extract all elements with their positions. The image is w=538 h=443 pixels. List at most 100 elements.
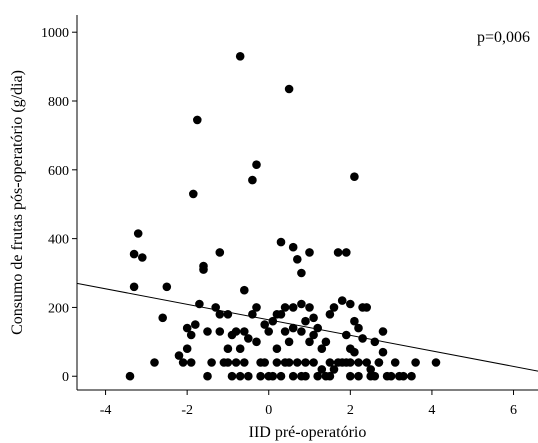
- data-point: [284, 337, 294, 347]
- axes: -4 -2 0 2 4 6 0 200 400 600 800 1000: [41, 15, 538, 418]
- regression-line-group: [76, 282, 538, 372]
- data-point: [333, 248, 343, 257]
- data-point: [252, 337, 261, 347]
- data-point: [329, 303, 339, 312]
- data-point: [333, 358, 343, 367]
- data-point: [219, 358, 229, 367]
- data-point: [150, 358, 159, 367]
- data-point: [293, 254, 302, 264]
- data-point: [297, 299, 306, 309]
- data-point: [411, 358, 420, 367]
- data-point: [305, 337, 314, 347]
- data-point: [264, 327, 274, 336]
- p-value-annotation: p=0,006: [477, 29, 530, 46]
- data-point: [235, 52, 245, 61]
- data-point: [346, 344, 355, 354]
- y-tick-label: 1000: [41, 26, 69, 41]
- data-point: [244, 371, 253, 381]
- data-point: [182, 344, 192, 354]
- data-point: [358, 334, 367, 343]
- data-point: [288, 303, 298, 312]
- data-point: [272, 358, 282, 367]
- x-tick-label: -4: [100, 403, 112, 418]
- data-point: [305, 303, 314, 312]
- data-point: [297, 371, 306, 381]
- data-point: [370, 371, 380, 381]
- data-point: [407, 371, 416, 381]
- data-point: [354, 358, 363, 367]
- data-point: [260, 358, 270, 367]
- data-point: [276, 371, 286, 381]
- data-point: [207, 358, 216, 367]
- data-point: [390, 358, 400, 367]
- y-tick-label: 400: [48, 233, 69, 248]
- data-point: [203, 327, 212, 336]
- data-point: [350, 172, 359, 181]
- y-axis-title: Consumo de frutas pós-operatório (g/dia): [9, 70, 26, 335]
- regression-line: [76, 282, 538, 372]
- data-point: [186, 330, 196, 340]
- data-point: [189, 189, 198, 199]
- data-point: [305, 248, 314, 257]
- data-point: [240, 327, 249, 336]
- data-point: [235, 371, 245, 381]
- data-point: [362, 358, 372, 367]
- x-axis-title: IID pré-operatório: [249, 424, 367, 441]
- x-tick-label: 4: [428, 403, 435, 418]
- data-point: [370, 337, 380, 347]
- data-point: [325, 310, 335, 319]
- data-point: [231, 358, 241, 367]
- data-point: [252, 160, 261, 169]
- data-point: [309, 330, 318, 340]
- data-point: [174, 351, 184, 360]
- data-point: [431, 358, 441, 367]
- data-point: [337, 296, 347, 305]
- data-point: [193, 115, 202, 125]
- y-tick-label: 0: [62, 370, 69, 385]
- data-point: [301, 316, 310, 326]
- data-point: [215, 327, 225, 336]
- data-point: [129, 282, 139, 292]
- data-point: [317, 344, 327, 354]
- data-point: [240, 285, 249, 295]
- data-point: [297, 268, 306, 278]
- data-point: [386, 371, 396, 381]
- data-point: [162, 282, 172, 292]
- data-point: [354, 371, 363, 381]
- data-point: [309, 358, 318, 367]
- data-point: [346, 371, 355, 381]
- data-point: [129, 249, 139, 259]
- data-point: [199, 261, 208, 271]
- data-point: [297, 327, 306, 336]
- data-point: [248, 175, 257, 185]
- data-point: [227, 371, 237, 381]
- data-point: [268, 316, 278, 326]
- data-point: [215, 248, 225, 257]
- data-point: [272, 344, 282, 354]
- y-tick-label: 600: [48, 164, 69, 179]
- x-tick-label: 6: [510, 403, 517, 418]
- data-point: [321, 337, 331, 347]
- data-point: [288, 371, 298, 381]
- data-point: [182, 323, 192, 333]
- data-point: [362, 303, 372, 312]
- data-points: [125, 52, 441, 381]
- data-point: [280, 358, 290, 367]
- data-point: [313, 323, 323, 333]
- data-point: [378, 327, 388, 336]
- data-point: [133, 229, 143, 238]
- data-point: [280, 327, 290, 336]
- data-point: [260, 320, 270, 329]
- data-point: [223, 344, 233, 354]
- data-point: [346, 299, 355, 309]
- data-point: [284, 84, 294, 94]
- x-tick-label: -2: [181, 403, 193, 418]
- data-point: [325, 358, 335, 367]
- data-point: [178, 358, 188, 367]
- data-point: [240, 358, 249, 367]
- data-point: [158, 313, 167, 323]
- data-point: [186, 358, 196, 367]
- data-point: [313, 371, 323, 381]
- data-point: [350, 316, 359, 326]
